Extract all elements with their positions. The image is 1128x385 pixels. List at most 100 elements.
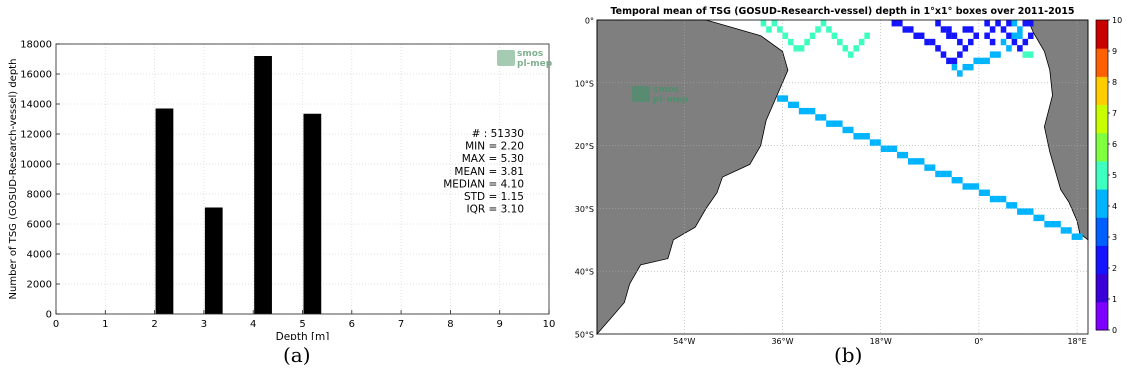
transect-cell	[1027, 208, 1034, 215]
transect-cell	[1022, 208, 1029, 215]
map-frame	[596, 19, 1089, 335]
lat-tick-label: 10°S	[575, 79, 594, 88]
smos-logo-text: smos	[517, 49, 543, 59]
colorbar-tick-label: 7	[1112, 109, 1117, 118]
x-tick-label: 7	[398, 319, 404, 330]
blue-cell	[891, 20, 898, 27]
map-logo-mark	[632, 86, 650, 102]
blue-cell	[951, 32, 958, 39]
x-tick-label: 10	[543, 319, 556, 330]
y-tick-label: 18000	[20, 40, 52, 51]
lon-tick-label: 18°E	[1067, 337, 1086, 345]
cyan-cell	[984, 57, 990, 65]
stats-line: MEDIAN = 4.10	[443, 178, 524, 190]
map-title: Temporal mean of TSG (GOSUD-Research-ves…	[610, 6, 1074, 17]
green-cell	[826, 26, 832, 33]
blue-cell	[1006, 32, 1012, 39]
transect-cell	[957, 177, 963, 184]
africa-land	[1027, 19, 1089, 241]
blue-cell	[1027, 32, 1034, 39]
blue-cell	[1022, 38, 1029, 46]
transect-cell	[973, 183, 979, 190]
transect-cell	[1077, 233, 1083, 240]
green-cell	[842, 45, 849, 52]
green-cell	[853, 45, 859, 52]
y-axis-label: Number of TSG (GOSUD-Research-vessel) de…	[8, 59, 19, 300]
lon-tick-label: 0°	[974, 337, 983, 345]
x-tick-label: 9	[497, 319, 503, 330]
transect-cell	[935, 170, 941, 178]
green-cell	[760, 20, 767, 27]
transect-cell	[967, 183, 974, 190]
transect-cell	[777, 95, 783, 102]
green-cell	[837, 38, 843, 46]
panel-a: 0 1 2 3 4 5 6 7 8 9 10 0 2000 4000 6000 8000 10000 12000 1…	[0, 0, 560, 385]
cyan-cell	[995, 51, 1001, 58]
histogram-chart: 0 1 2 3 4 5 6 7 8 9 10 0 2000 4000 6000 8000 10000 12000 1…	[8, 40, 556, 344]
transect-cell	[1066, 227, 1072, 234]
cyan-cell	[1006, 45, 1012, 52]
blue-cell	[1017, 45, 1023, 52]
green-cell	[787, 38, 794, 46]
cyan-cell	[1017, 26, 1023, 33]
y-tick-label: 0	[46, 310, 52, 321]
histogram-bar	[155, 108, 174, 314]
transect-cell	[962, 183, 969, 190]
transect-cell	[798, 107, 805, 115]
green-cell	[1022, 51, 1029, 58]
transect-cell	[1011, 202, 1018, 209]
colorbar-segment	[1096, 217, 1108, 246]
green-cell	[1027, 51, 1034, 58]
blue-cell	[902, 26, 909, 33]
transect-cell	[891, 145, 898, 153]
blue-cell	[989, 38, 996, 46]
transect-cell	[995, 195, 1001, 203]
blue-cell	[913, 32, 919, 39]
green-cell	[766, 26, 772, 33]
colorbar-segment	[1096, 104, 1108, 134]
green-cell	[820, 20, 827, 27]
stats-line: IQR = 3.10	[466, 204, 524, 216]
transect-cell	[815, 114, 821, 121]
transect-cell	[907, 158, 914, 165]
blue-cell	[984, 32, 990, 39]
caption-b: (b)	[834, 343, 863, 367]
colorbar-tick-label: 9	[1112, 47, 1117, 56]
map-logo-text-plmep: pl-mep	[653, 95, 689, 105]
transect-cell	[946, 170, 952, 178]
green-cell	[809, 32, 816, 39]
transect-cell	[886, 145, 892, 153]
colorbar-tick-label: 10	[1112, 16, 1122, 25]
transect-cell	[1000, 195, 1007, 203]
y-tick-label: 16000	[20, 70, 52, 81]
blue-cell	[935, 20, 941, 27]
blue-cell	[967, 38, 974, 46]
blue-cell	[1027, 20, 1034, 27]
y-tick-label: 6000	[27, 220, 52, 231]
x-tick-label: 4	[250, 319, 256, 330]
lon-tick-label: 54°W	[673, 337, 695, 345]
cyan-cell	[1017, 32, 1023, 39]
transect-cell	[1044, 220, 1050, 228]
caption-a: (a)	[283, 343, 311, 367]
colorbar-segment	[1096, 48, 1108, 77]
cyan-cell	[978, 57, 985, 65]
green-cell	[793, 45, 799, 52]
transect-cell	[831, 120, 838, 127]
transect-cell	[989, 195, 996, 203]
stats-line: MEAN = 3.81	[454, 166, 524, 178]
green-cell	[831, 32, 838, 39]
blue-cell	[995, 20, 1001, 27]
cyan-cell	[1000, 38, 1007, 46]
colorbar-tick-label: 1	[1112, 295, 1117, 304]
transect-cell	[820, 114, 827, 121]
colorbar-tick-label: 3	[1112, 233, 1117, 242]
transect-cell	[875, 139, 881, 146]
x-tick-label: 8	[447, 319, 453, 330]
transect-cell	[787, 101, 794, 109]
lat-tick-label: 30°S	[575, 205, 594, 214]
blue-cell	[946, 57, 952, 65]
colorbar-tick-label: 5	[1112, 171, 1117, 180]
transect-cell	[1049, 220, 1056, 228]
